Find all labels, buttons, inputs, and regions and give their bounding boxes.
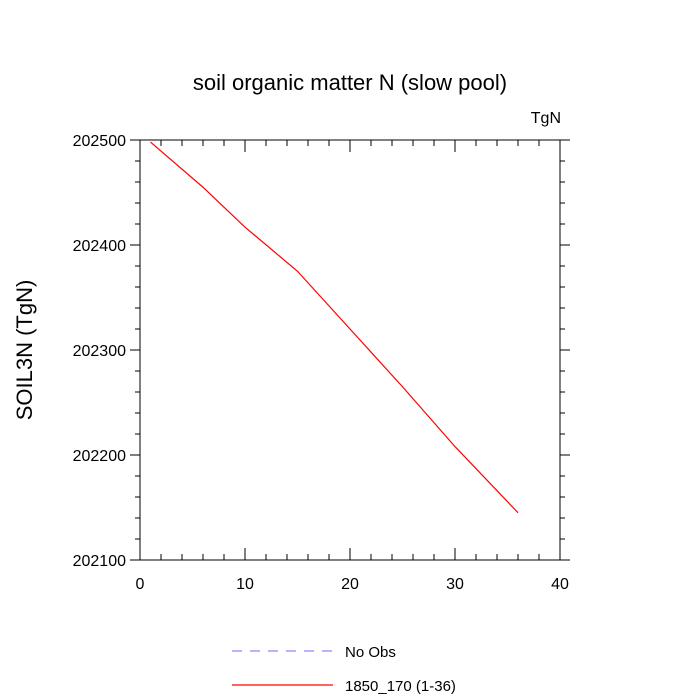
legend-label: 1850_170 (1-36) <box>345 678 456 695</box>
x-tick-label: 0 <box>136 576 145 593</box>
y-tick-label: 202500 <box>73 133 126 150</box>
y-axis-label: SOIL3N (TgN) <box>12 280 37 421</box>
series-layer <box>150 141 519 514</box>
x-tick-label: 40 <box>551 576 569 593</box>
legend-label: No Obs <box>345 644 396 661</box>
chart-title: soil organic matter N (slow pool) <box>193 70 507 95</box>
series-line <box>150 141 519 514</box>
y-tick-label: 202100 <box>73 553 126 570</box>
plot-frame <box>139 139 561 561</box>
x-tick-label: 20 <box>341 576 359 593</box>
legend: No Obs 1850_170 (1-36) <box>232 644 456 695</box>
y-tick-label: 202400 <box>73 238 126 255</box>
x-tick-label: 30 <box>446 576 464 593</box>
axis-ticks: 0 10 20 30 40 202100 202200 202300 202400 202500 <box>73 133 570 593</box>
x-tick-label: 10 <box>236 576 254 593</box>
units-label: TgN <box>531 110 561 127</box>
y-tick-label: 202200 <box>73 448 126 465</box>
y-tick-label: 202300 <box>73 343 126 360</box>
